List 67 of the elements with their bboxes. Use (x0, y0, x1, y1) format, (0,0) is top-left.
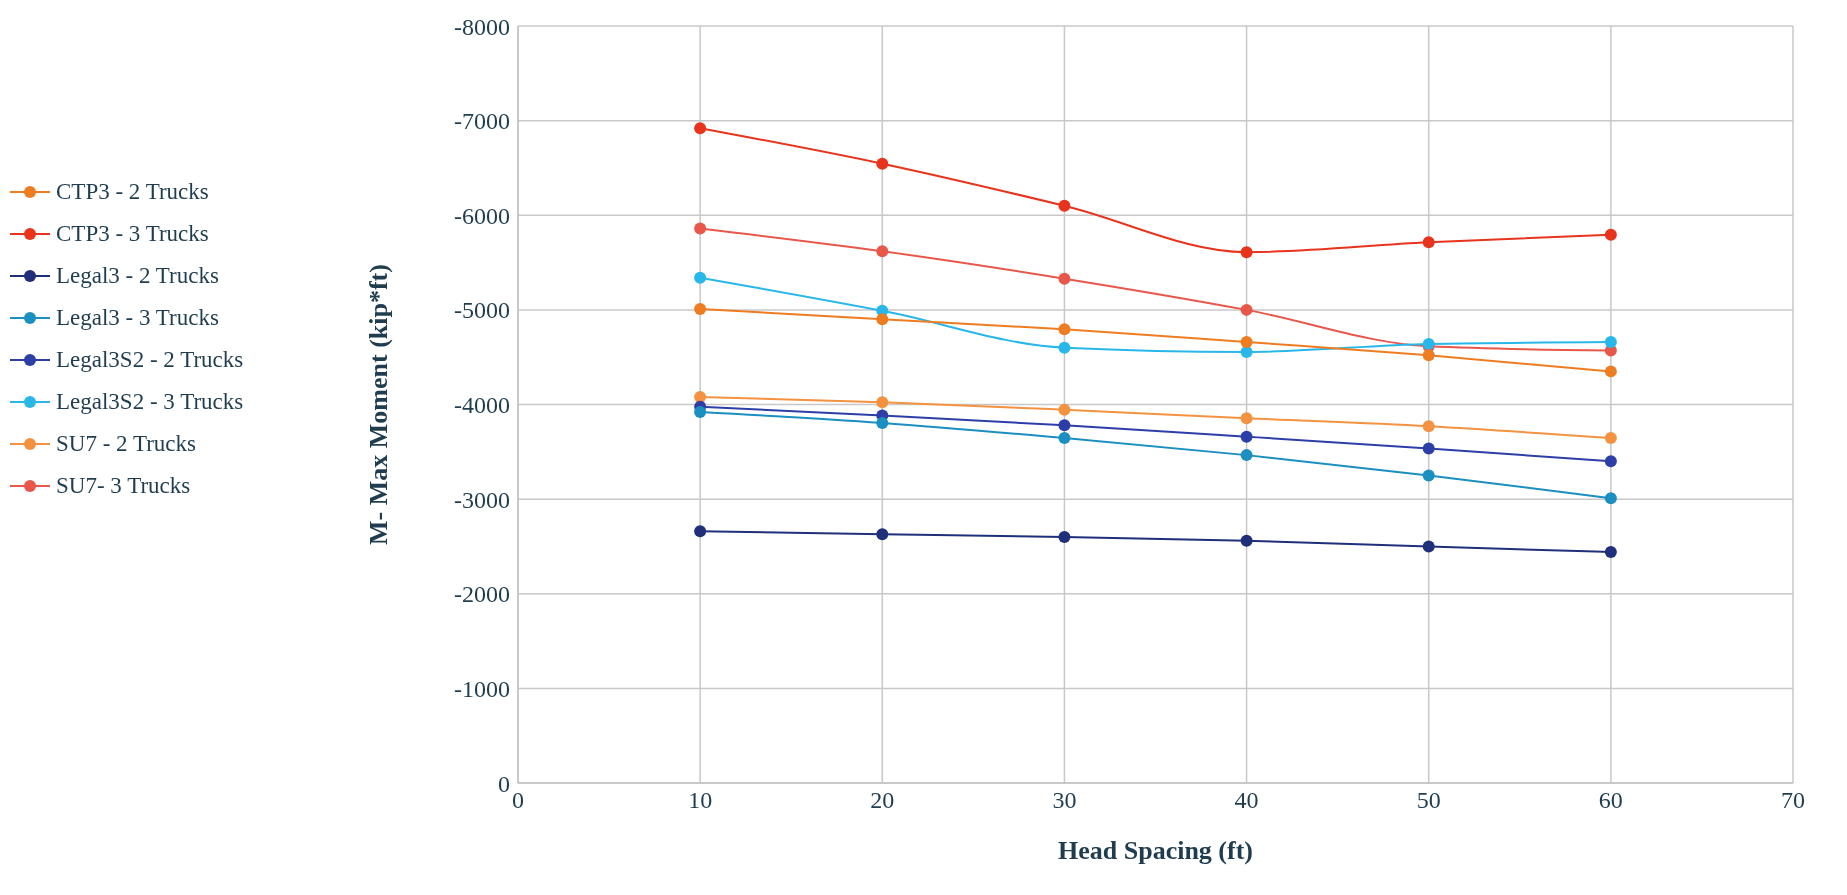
point (1422, 442, 1435, 455)
point (1058, 323, 1071, 336)
point (1604, 365, 1617, 378)
y-tick-label: -3000 (454, 486, 510, 513)
point (1604, 492, 1617, 505)
y-tick-label: -6000 (454, 202, 510, 229)
point (694, 222, 707, 235)
y-tick-label: -7000 (454, 108, 510, 135)
point (1604, 455, 1617, 468)
point (1058, 341, 1071, 354)
point (694, 302, 707, 315)
point (1604, 228, 1617, 241)
point (1058, 199, 1071, 212)
point (1240, 336, 1253, 349)
point (1422, 469, 1435, 482)
point (1240, 449, 1253, 462)
point (1058, 530, 1071, 543)
point (694, 390, 707, 403)
legend-label: CTP3 - 2 Trucks (56, 179, 209, 205)
point (876, 416, 889, 429)
point (694, 271, 707, 284)
point (694, 406, 707, 419)
point (876, 396, 889, 409)
y-tick-label: -5000 (454, 297, 510, 324)
x-tick-label: 40 (1234, 787, 1259, 814)
y-tick-label: -8000 (454, 13, 510, 40)
x-tick-label: 60 (1598, 787, 1623, 814)
point (1240, 412, 1253, 425)
y-tick-label: -4000 (454, 392, 510, 419)
point (876, 245, 889, 258)
point (1058, 419, 1071, 432)
point (1422, 349, 1435, 362)
x-tick-label: 50 (1416, 787, 1441, 814)
point (1058, 272, 1071, 285)
x-tick-label: 10 (688, 787, 713, 814)
point (1604, 432, 1617, 445)
legend-label: CTP3 - 3 Trucks (56, 221, 209, 247)
y-axis-title: M- Max Moment (kip*ft) (364, 264, 394, 545)
x-tick-label: 30 (1052, 787, 1077, 814)
point (876, 528, 889, 541)
y-tick-label: 0 (498, 770, 510, 797)
point (694, 122, 707, 135)
legend-label: SU7- 3 Trucks (56, 473, 191, 499)
point (1058, 403, 1071, 416)
legend-label: SU7 - 2 Trucks (56, 431, 196, 457)
point (1240, 534, 1253, 547)
legend-label: Legal3 - 3 Trucks (56, 305, 219, 331)
x-axis-title: Head Spacing (ft) (1058, 836, 1253, 865)
point (1422, 236, 1435, 249)
point (1240, 303, 1253, 316)
point (1422, 540, 1435, 553)
y-tick-label: -2000 (454, 581, 510, 608)
x-tick-label: 70 (1781, 787, 1805, 814)
x-tick-label: 20 (870, 787, 895, 814)
point (1058, 432, 1071, 445)
point (1604, 336, 1617, 349)
point (1422, 420, 1435, 433)
legend-label: Legal3 - 2 Trucks (56, 263, 219, 289)
y-tick-label: -1000 (454, 675, 510, 702)
point (876, 313, 889, 326)
point (1240, 246, 1253, 259)
point (1604, 546, 1617, 559)
legend-label: Legal3S2 - 2 Trucks (56, 347, 244, 373)
point (1240, 430, 1253, 443)
point (876, 157, 889, 170)
legend-label: Legal3S2 - 3 Trucks (56, 389, 244, 415)
point (694, 525, 707, 538)
